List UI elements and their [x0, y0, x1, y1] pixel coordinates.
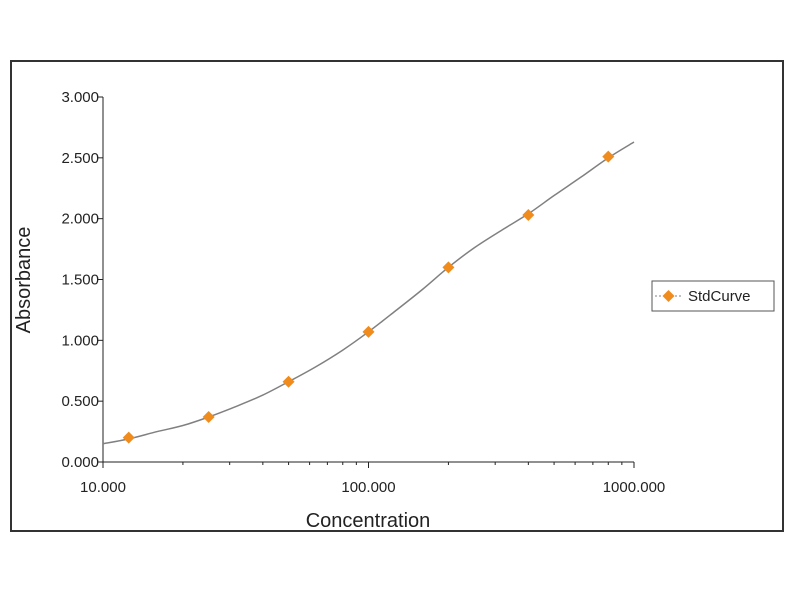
x-tick-label: 1000.000: [603, 479, 666, 496]
data-point-marker: [122, 431, 135, 444]
y-axis-title: Absorbance: [13, 227, 35, 334]
y-tick-label: 2.000: [61, 211, 99, 228]
y-tick-label: 3.000: [61, 89, 99, 106]
x-tick-label: 100.000: [341, 479, 395, 496]
data-point-marker: [282, 375, 295, 388]
data-point-marker: [522, 209, 535, 222]
legend-label: StdCurve: [688, 288, 751, 305]
y-tick-label: 0.500: [61, 393, 99, 410]
fit-curve-line: [102, 141, 635, 445]
axes: 0.000 0.500 1.000 1.500 2.000 2.500 3.000 10.00…: [61, 89, 665, 496]
y-tick-label: 0.000: [61, 454, 99, 471]
data-point-marker: [362, 325, 375, 338]
y-tick-label: 1.000: [61, 332, 99, 349]
y-tick-label: 2.500: [61, 150, 99, 167]
data-point-marker: [202, 410, 215, 423]
y-tick-label: 1.500: [61, 272, 99, 289]
data-point-marker: [442, 261, 455, 274]
x-tick-label: 10.000: [80, 479, 126, 496]
legend: StdCurve: [651, 280, 775, 312]
x-axis-title: Concentration: [306, 510, 431, 532]
data-point-marker: [602, 150, 615, 163]
legend-marker-diamond: [662, 290, 675, 302]
data-points: [122, 150, 615, 444]
